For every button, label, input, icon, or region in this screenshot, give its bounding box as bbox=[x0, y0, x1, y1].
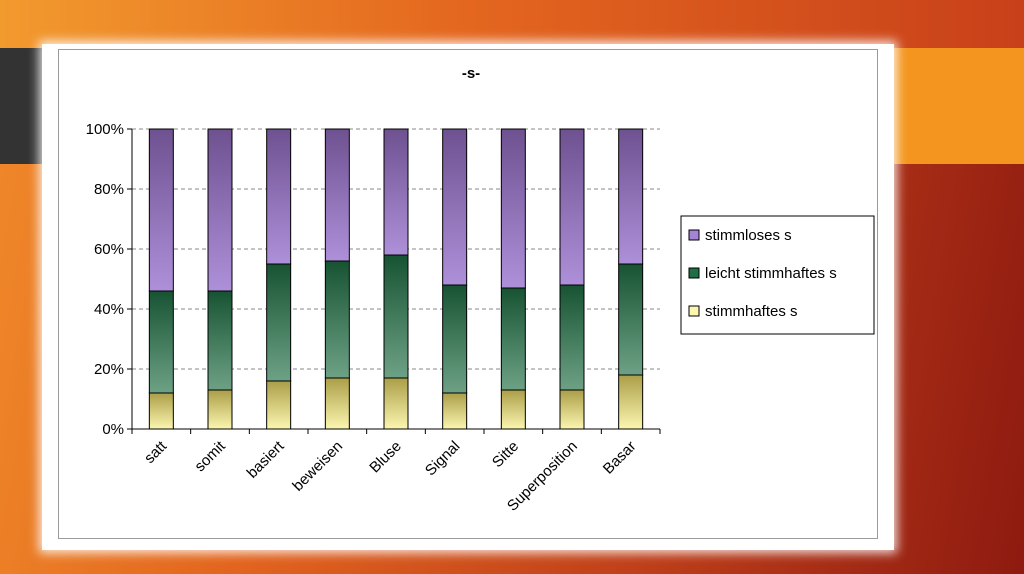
bar-segment bbox=[383, 254, 409, 379]
y-tick-label: 80% bbox=[94, 181, 124, 198]
bar-segment bbox=[148, 290, 174, 394]
legend-swatch bbox=[688, 267, 700, 279]
bar-segment bbox=[148, 128, 174, 292]
orange-accent-block bbox=[893, 48, 1024, 164]
bar-segment bbox=[618, 374, 644, 430]
bar-segment bbox=[559, 128, 585, 286]
bar-segment bbox=[266, 263, 292, 382]
legend-box bbox=[680, 215, 875, 335]
x-tick-label: satt bbox=[141, 437, 171, 467]
x-tick-label: beweisen bbox=[289, 438, 346, 495]
y-tick-label: 20% bbox=[94, 361, 124, 378]
legend-label: stimmloses s bbox=[705, 227, 792, 244]
bar-segment bbox=[559, 284, 585, 391]
bar-segment bbox=[207, 389, 233, 430]
x-tick-label: somit bbox=[191, 437, 229, 475]
bar-segment bbox=[383, 128, 409, 256]
x-tick-label: Sitte bbox=[489, 438, 522, 471]
x-tick-label: basiert bbox=[244, 437, 288, 481]
bar-segment bbox=[207, 128, 233, 292]
slide-panel: -s- 0% 20% 40% 60% 80% 100% satt somit basiert b… bbox=[42, 44, 894, 550]
x-tick-label: Basar bbox=[600, 438, 640, 478]
legend-label: stimmhaftes s bbox=[705, 303, 798, 320]
x-axis: satt somit basiert beweisen Bluse Signal Sitte… bbox=[131, 428, 661, 515]
x-tick-label: Bluse bbox=[366, 438, 405, 477]
bar-segment bbox=[500, 128, 526, 289]
bar-segment bbox=[500, 389, 526, 430]
bar-segment bbox=[559, 389, 585, 430]
bar-segment bbox=[148, 392, 174, 430]
legend-swatch bbox=[688, 229, 700, 241]
slide-background-band bbox=[0, 0, 1024, 48]
y-tick-label: 100% bbox=[86, 121, 124, 138]
bar-segment bbox=[266, 380, 292, 430]
dark-accent-block bbox=[0, 48, 42, 164]
bar-segment bbox=[618, 263, 644, 376]
bar-segment bbox=[266, 128, 292, 265]
y-tick-label: 60% bbox=[94, 241, 124, 258]
y-axis: 0% 20% 40% 60% 80% 100% bbox=[86, 121, 133, 438]
legend-label: leicht stimmhaftes s bbox=[705, 265, 837, 282]
bar-segment bbox=[207, 290, 233, 391]
x-tick-label: Signal bbox=[422, 438, 464, 480]
bar-segment bbox=[442, 284, 468, 394]
bar-segment bbox=[500, 287, 526, 391]
bars bbox=[148, 128, 644, 430]
bar-segment bbox=[324, 128, 350, 262]
bar-segment bbox=[442, 128, 468, 286]
bar-segment bbox=[442, 392, 468, 430]
legend-swatch bbox=[688, 305, 700, 317]
y-tick-label: 40% bbox=[94, 301, 124, 318]
chart-title: -s- bbox=[462, 65, 480, 82]
legend: stimmloses s leicht stimmhaftes s stimmhaf… bbox=[680, 215, 875, 335]
bar-segment bbox=[324, 260, 350, 379]
bar-segment bbox=[324, 377, 350, 430]
bar-segment bbox=[383, 377, 409, 430]
stacked-bar-chart: -s- 0% 20% 40% 60% 80% 100% satt somit basiert b… bbox=[86, 65, 875, 515]
bar-segment bbox=[618, 128, 644, 265]
y-tick-label: 0% bbox=[102, 421, 124, 438]
